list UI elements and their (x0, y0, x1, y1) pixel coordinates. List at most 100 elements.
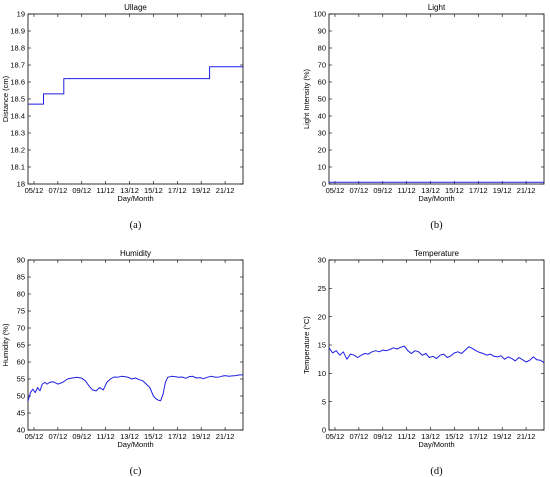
chart-title: Ullage (124, 3, 147, 12)
y-tick-label: 0 (322, 426, 326, 435)
x-tick-label: 17/12 (469, 186, 488, 195)
y-tick-label: 45 (17, 409, 25, 418)
y-tick-label: 50 (318, 95, 326, 104)
x-tick-label: 07/12 (48, 186, 67, 195)
y-tick-label: 18.8 (10, 44, 25, 53)
y-tick-label: 20 (318, 146, 326, 155)
y-tick-label: 18.4 (10, 112, 25, 121)
y-tick-label: 85 (17, 273, 25, 282)
chart-ullage: Ullage 18 18.1 18.2 18.3 18.4 18.5 18.6 18.7 18.8… (1, 3, 244, 231)
x-tick-label: 05/12 (326, 186, 345, 195)
x-tick-label: 15/12 (445, 186, 464, 195)
chart-humidity: Humidity 40 45 50 55 60 65 70 75 80 85 90 05/12 07/12… (1, 249, 244, 477)
ullage-series-line (28, 66, 243, 105)
y-tick-label: 100 (313, 10, 326, 19)
x-tick-label: 21/12 (517, 186, 536, 195)
y-tick-label: 30 (318, 256, 326, 265)
chart-title: Humidity (120, 249, 151, 258)
y-tick-label: 18.7 (10, 61, 25, 70)
x-tick-label: 11/12 (398, 186, 416, 195)
y-tick-label: 90 (17, 256, 25, 265)
chart-title: Light (428, 3, 446, 12)
y-tick-label: 5 (322, 397, 326, 406)
x-tick-label: 17/12 (469, 432, 488, 441)
chart-title: Temperature (414, 249, 459, 258)
x-tick-label: 13/12 (421, 432, 440, 441)
x-tick-label: 09/12 (72, 432, 91, 441)
y-tick-label: 15 (318, 341, 326, 350)
x-axis-label: Day/Month (418, 440, 454, 449)
y-tick-label: 40 (17, 426, 25, 435)
x-tick-label: 19/12 (192, 186, 211, 195)
y-tick-label: 55 (17, 375, 25, 384)
y-tick-label: 75 (17, 307, 25, 316)
x-tick-label: 05/12 (326, 432, 345, 441)
x-tick-label: 21/12 (216, 186, 235, 195)
figure-caption: (d) (430, 466, 443, 477)
y-tick-label: 70 (318, 61, 326, 70)
y-tick-label: 40 (318, 112, 326, 121)
x-tick-label: 05/12 (25, 432, 44, 441)
y-tick-label: 50 (17, 392, 25, 401)
y-axis-label: Light Intensity (%) (302, 68, 311, 129)
figure-caption: (c) (130, 466, 142, 477)
x-tick-label: 09/12 (373, 432, 392, 441)
x-tick-label: 19/12 (493, 432, 512, 441)
plot-frame (328, 259, 545, 431)
x-tick-label: 19/12 (192, 432, 211, 441)
x-tick-label: 11/12 (398, 432, 416, 441)
x-axis-label: Day/Month (418, 194, 454, 203)
y-tick-label: 65 (17, 341, 25, 350)
x-tick-label: 19/12 (493, 186, 512, 195)
y-tick-label: 70 (17, 324, 25, 333)
y-tick-label: 25 (318, 284, 326, 293)
x-tick-label: 05/12 (25, 186, 44, 195)
x-tick-label: 21/12 (517, 432, 536, 441)
chart-temperature: Temperature 0 5 10 15 20 25 30 05/12 07/12 09/12 11… (302, 249, 545, 477)
x-tick-label: 15/12 (144, 186, 163, 195)
x-tick-label: 09/12 (373, 186, 392, 195)
y-tick-label: 0 (322, 180, 326, 189)
x-tick-label: 21/12 (216, 432, 235, 441)
y-tick-label: 90 (318, 27, 326, 36)
y-tick-label: 18.2 (10, 146, 25, 155)
humidity-series-line (27, 374, 243, 402)
x-tick-label: 11/12 (97, 432, 115, 441)
chart-light: Light 0 10 20 30 40 50 60 70 80 90 100 05/12 07/12 09/… (302, 3, 545, 231)
y-tick-label: 30 (318, 129, 326, 138)
y-tick-label: 20 (318, 312, 326, 321)
x-tick-label: 13/12 (120, 432, 139, 441)
y-tick-label: 60 (318, 78, 326, 87)
y-tick-label: 18.5 (10, 95, 25, 104)
y-axis-label: Humidity (%) (1, 323, 10, 366)
x-tick-label: 13/12 (120, 186, 139, 195)
x-axis-label: Day/Month (117, 194, 153, 203)
x-tick-label: 13/12 (421, 186, 440, 195)
figure-caption: (b) (430, 220, 443, 231)
y-tick-label: 18.6 (10, 78, 25, 87)
x-tick-label: 07/12 (349, 432, 368, 441)
plot-frame (27, 259, 244, 431)
y-tick-label: 80 (17, 290, 25, 299)
y-tick-label: 18.9 (10, 27, 25, 36)
y-tick-label: 10 (318, 369, 326, 378)
x-tick-label: 11/12 (97, 186, 115, 195)
y-tick-label: 80 (318, 44, 326, 53)
x-tick-label: 09/12 (72, 186, 91, 195)
x-axis-label: Day/Month (117, 440, 153, 449)
x-tick-label: 17/12 (168, 186, 187, 195)
y-tick-label: 18 (17, 180, 25, 189)
y-tick-label: 19 (17, 10, 25, 19)
plot-frame (328, 13, 545, 185)
y-axis-label: Distance (cm) (1, 75, 10, 122)
y-tick-label: 60 (17, 358, 25, 367)
figure-caption: (a) (130, 220, 142, 231)
x-tick-label: 15/12 (144, 432, 163, 441)
y-axis-label: Temperature (°C) (302, 316, 311, 374)
x-tick-label: 07/12 (349, 186, 368, 195)
y-tick-label: 18.3 (10, 129, 25, 138)
y-tick-label: 10 (318, 163, 326, 172)
y-tick-label: 18.1 (10, 163, 25, 172)
x-tick-label: 07/12 (48, 432, 67, 441)
